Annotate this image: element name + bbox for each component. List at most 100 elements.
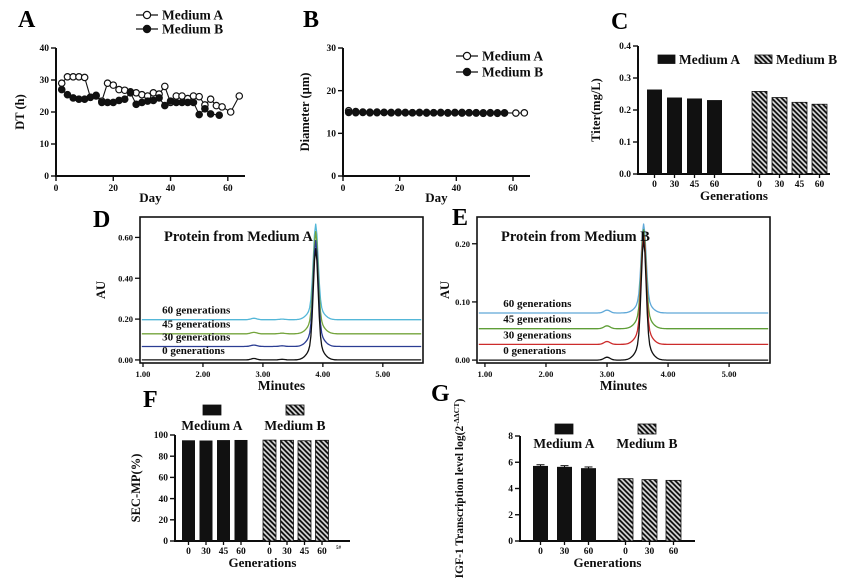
bar-category-label: 45 <box>300 547 310 557</box>
bar-category-label: 30 <box>775 180 785 190</box>
open-circle-marker <box>57 79 66 88</box>
chromatogram-trace <box>478 239 769 361</box>
x-axis-label: Day <box>425 190 448 205</box>
y-tick-label: 0.00 <box>118 355 133 365</box>
legend-swatch <box>637 423 657 435</box>
y-tick-label: 0.2 <box>619 106 631 116</box>
filled-circle-marker <box>351 108 360 117</box>
filled-circle-marker <box>479 109 488 118</box>
panel-c-letter: C <box>611 9 629 35</box>
legend-swatch <box>554 423 574 435</box>
y-tick-label: 10 <box>40 140 50 150</box>
y-tick-label: 2 <box>508 511 513 521</box>
legend-label: Medium B <box>264 418 325 433</box>
open-circle-marker <box>226 108 235 116</box>
trace-label: 0 generations <box>162 345 225 357</box>
legend-label: Medium B <box>162 22 223 37</box>
filled-circle-marker <box>195 110 203 119</box>
trace-label: 30 generations <box>162 331 231 343</box>
y-tick-label: 0.3 <box>619 74 631 84</box>
y-tick-label: 0 <box>163 537 168 547</box>
y-tick-label: 8 <box>508 432 513 442</box>
filled-circle-marker <box>126 89 135 97</box>
bar <box>751 91 768 175</box>
bar-category-label: 30 <box>560 547 570 557</box>
bar <box>199 440 213 541</box>
bar-category-label: 0 <box>267 547 272 557</box>
x-tick-label: 4.00 <box>315 369 330 379</box>
bar <box>280 439 294 542</box>
chromatogram-trace <box>141 231 422 335</box>
bar-category-label: 45 <box>795 180 805 190</box>
filled-circle-marker <box>359 108 367 117</box>
filled-circle-marker <box>486 109 495 117</box>
open-circle-marker <box>109 81 118 89</box>
legend-label: Medium A <box>482 49 543 64</box>
trace-label: 60 generations <box>162 305 231 317</box>
filled-circle-marker <box>92 91 100 100</box>
chromatogram-trace <box>141 239 422 348</box>
bar-category-label: 45 <box>690 180 700 190</box>
open-circle-marker <box>206 95 215 104</box>
footnote: 5# <box>336 546 342 551</box>
bar <box>315 439 329 542</box>
y-axis-label: Titer(mg/L) <box>589 78 603 142</box>
bar-category-label: 30 <box>201 547 211 557</box>
bar-category-label: 60 <box>815 180 825 190</box>
bar <box>771 97 788 175</box>
bar-category-label: 60 <box>584 547 594 557</box>
legend-label: Medium B <box>776 52 837 67</box>
legend-marker <box>462 51 472 61</box>
x-tick-label: 0 <box>341 184 346 194</box>
trace-label: 30 generations <box>503 329 572 341</box>
y-tick-label: 0.20 <box>455 239 470 249</box>
y-tick-label: 0.60 <box>118 232 133 242</box>
x-axis-label: Generations <box>229 555 297 570</box>
chart-b-diameter-line: 0 10 20 30 Diameter (µm) Day 0 20 40 60 Medium AMe… <box>298 44 543 205</box>
legend-swatch <box>754 54 773 64</box>
y-tick-label: 60 <box>159 474 169 484</box>
x-tick-label: 40 <box>452 184 462 194</box>
filled-circle-marker <box>465 109 473 117</box>
trace-label: 45 generations <box>503 314 572 326</box>
panel-e-letter: E <box>452 205 469 231</box>
open-circle-marker <box>80 73 89 82</box>
y-tick-label: 30 <box>327 44 337 54</box>
bar <box>297 440 312 542</box>
filled-circle-marker <box>373 108 381 117</box>
y-axis-label: AU <box>94 281 108 299</box>
filled-circle-marker <box>422 109 431 117</box>
chromatogram-title: Protein from Medium A <box>164 229 313 245</box>
filled-circle-marker <box>206 110 215 118</box>
panel-a: A 0 10 20 30 40 DT (h) Day 0 20 40 60 Medium A Mediu… <box>8 4 290 205</box>
legend-label: Medium A <box>181 418 242 433</box>
open-circle-marker <box>218 103 226 111</box>
x-axis-label: Day <box>139 190 162 205</box>
bar <box>234 439 248 541</box>
y-tick-label: 0 <box>44 172 49 182</box>
bar-category-label: 60 <box>317 547 327 557</box>
y-axis-label: SEC-MP(%) <box>129 454 143 523</box>
y-tick-label: 40 <box>40 44 50 54</box>
x-tick-label: 3.00 <box>600 369 615 379</box>
panel-d-letter: D <box>93 207 111 233</box>
y-tick-label: 0.0 <box>619 170 631 180</box>
legend-label: Medium A <box>679 52 740 67</box>
y-tick-label: 0.1 <box>619 138 631 148</box>
chromatogram-trace <box>141 248 422 361</box>
chromatogram-trace <box>478 223 769 314</box>
trace-label: 0 generations <box>503 345 566 357</box>
filled-circle-marker <box>458 109 466 117</box>
y-tick-label: 0.4 <box>619 42 631 52</box>
x-axis-label: Minutes <box>258 378 305 393</box>
bar <box>262 439 277 542</box>
legend-label: Medium A <box>162 8 223 23</box>
filled-circle-marker <box>63 90 72 99</box>
bar <box>665 479 682 542</box>
filled-circle-marker <box>451 109 459 117</box>
filled-circle-marker <box>380 108 388 117</box>
y-tick-label: 20 <box>159 516 169 526</box>
bar-category-label: 0 <box>186 547 191 557</box>
chart-d-chromatogram-medium-a: 0.00 0.20 0.40 0.60 1.00 2.00 3.00 4.00 5.00 AU Mi… <box>94 216 424 393</box>
